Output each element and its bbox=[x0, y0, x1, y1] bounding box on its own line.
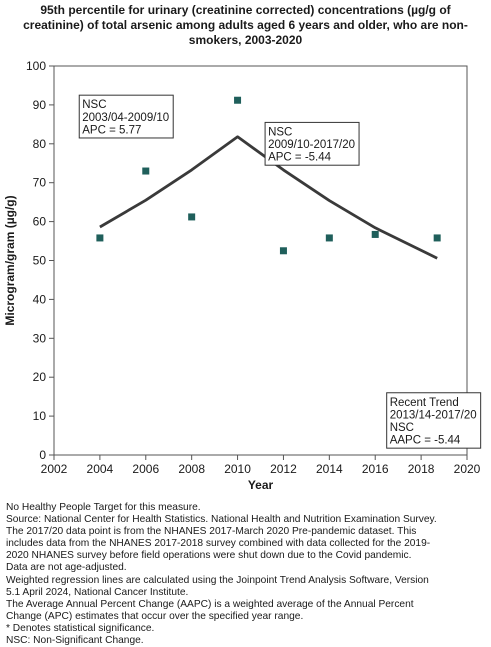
chart-title: 95th percentile for urinary (creatinine … bbox=[0, 3, 491, 48]
x-tick-label: 2002 bbox=[41, 462, 68, 476]
x-tick-label: 2016 bbox=[362, 462, 389, 476]
annotation-text: 2013/14-2017/20 bbox=[390, 409, 477, 421]
data-point bbox=[234, 96, 242, 104]
footnote-line: Data are not age-adjusted. bbox=[6, 562, 127, 574]
footnote-line: includes data from the NHANES 2017-2018 … bbox=[6, 538, 431, 550]
footnote-line: Source: National Center for Health Stati… bbox=[6, 514, 437, 526]
y-tick-label: 20 bbox=[33, 370, 47, 384]
data-point bbox=[433, 234, 441, 242]
chart-title-line-2: creatinine) of total arsenic among adult… bbox=[23, 18, 468, 32]
x-tick-label: 2008 bbox=[178, 462, 205, 476]
x-axis-label: Year bbox=[248, 478, 274, 492]
footnote-line: 2020 NHANES survey before field operatio… bbox=[6, 550, 412, 562]
y-tick-label: 60 bbox=[33, 215, 47, 229]
annotation-text: AAPC = -5.44 bbox=[390, 435, 461, 447]
annotation-text: 2009/10-2017/20 bbox=[268, 139, 355, 151]
footnote-line: The Average Annual Percent Change (AAPC)… bbox=[6, 598, 414, 610]
annotation-text: APC = 5.77 bbox=[82, 124, 141, 136]
chart-title-line-1: 95th percentile for urinary (creatinine … bbox=[40, 3, 451, 17]
x-tick-label: 2018 bbox=[408, 462, 435, 476]
footnote-line: NSC: Non-Significant Change. bbox=[6, 635, 144, 647]
y-tick-label: 0 bbox=[39, 448, 46, 462]
annotation-frame bbox=[264, 121, 360, 166]
y-tick-label: 40 bbox=[33, 292, 47, 306]
x-tick-label: 2006 bbox=[132, 462, 159, 476]
y-tick-label: 80 bbox=[33, 137, 47, 151]
y-tick-label: 90 bbox=[33, 98, 47, 112]
y-tick-label: 70 bbox=[33, 176, 47, 190]
x-tick-label: 2004 bbox=[87, 462, 114, 476]
x-tick-label: 2014 bbox=[316, 462, 343, 476]
footnotes: No Healthy People Target for this measur… bbox=[6, 502, 488, 647]
footnote-line: The 2017/20 data point is from the NHANE… bbox=[6, 526, 417, 538]
y-tick-label: 100 bbox=[26, 59, 46, 73]
data-point bbox=[279, 247, 287, 255]
scatter-chart: 0 10 20 30 40 50 60 70 80 90 100 2002 2004 2006 2008 20… bbox=[3, 59, 482, 492]
annotation-text: NSC bbox=[82, 99, 106, 111]
chart-title-line-3: smokers, 2003-2020 bbox=[188, 33, 303, 47]
y-tick-label: 30 bbox=[33, 331, 47, 345]
trend-line bbox=[99, 135, 438, 260]
annotation-text: NSC bbox=[390, 422, 414, 434]
y-axis-label: Microgram/gram (µg/g) bbox=[3, 195, 17, 325]
footnote-line: 5.1 April 2024, National Cancer Institut… bbox=[6, 586, 189, 598]
annotation-text: NSC bbox=[268, 126, 292, 138]
footnote-line: * Denotes statistical significance. bbox=[6, 622, 155, 634]
annotation-text: 2003/04-2009/10 bbox=[82, 112, 169, 124]
x-tick-label: 2020 bbox=[454, 462, 481, 476]
footnote-line: No Healthy People Target for this measur… bbox=[6, 502, 201, 513]
x-tick-label: 2012 bbox=[270, 462, 297, 476]
annotation-frame bbox=[386, 392, 482, 449]
data-point bbox=[371, 230, 379, 238]
data-point bbox=[188, 213, 196, 221]
annotation-frame bbox=[78, 94, 174, 139]
footnote-line: Weighted regression lines are calculated… bbox=[6, 574, 429, 586]
x-tick-label: 2010 bbox=[224, 462, 251, 476]
footnote-line: Change (APC) estimates that occur over t… bbox=[6, 610, 304, 622]
annotation-text: APC = -5.44 bbox=[268, 152, 332, 164]
data-point bbox=[325, 234, 333, 242]
y-tick-label: 50 bbox=[33, 254, 47, 268]
y-tick-label: 10 bbox=[33, 409, 47, 423]
data-point bbox=[142, 167, 150, 175]
data-point bbox=[96, 234, 104, 242]
annotation-text: Recent Trend bbox=[390, 397, 459, 409]
